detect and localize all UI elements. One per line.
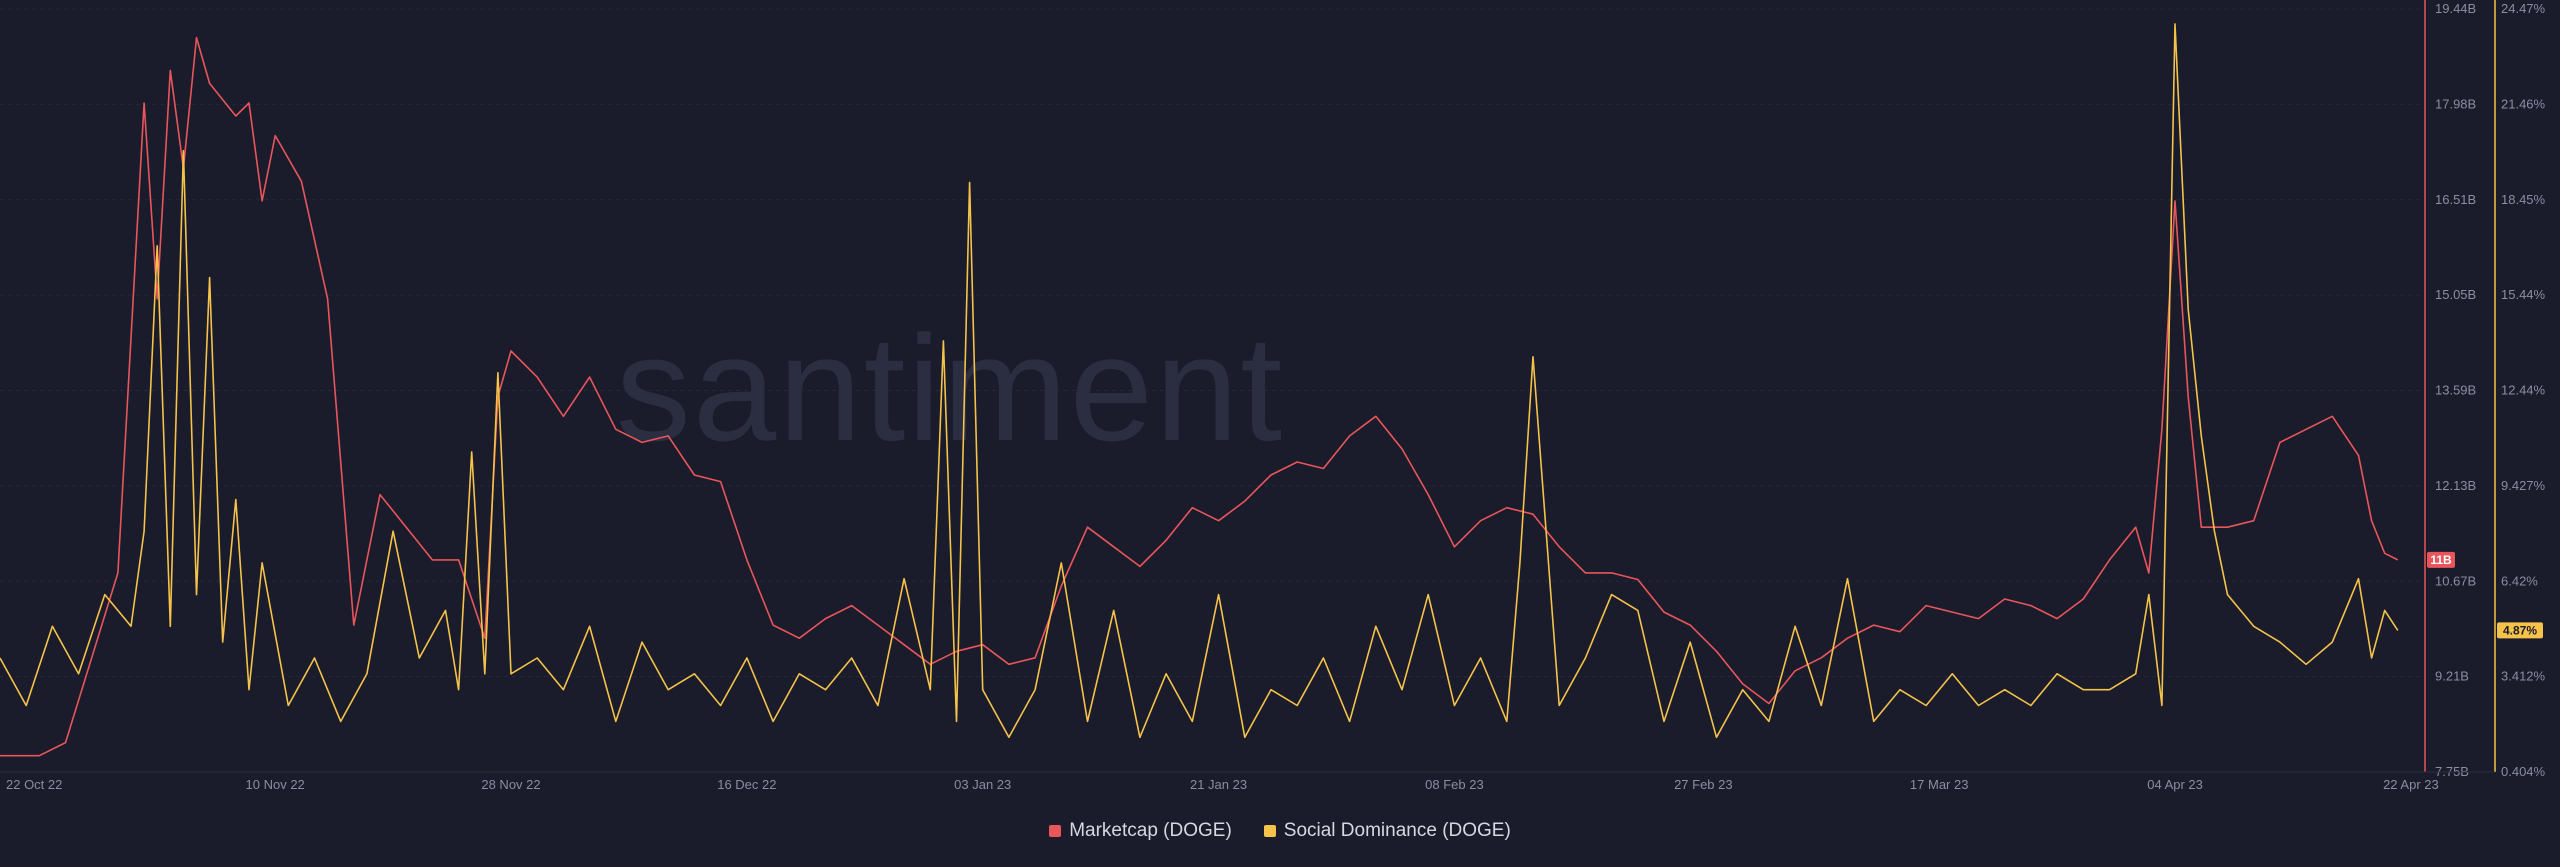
badge-label-social-dominance: 4.87%: [2503, 623, 2537, 637]
x-tick-label: 27 Feb 23: [1674, 777, 1733, 792]
x-tick-label: 03 Jan 23: [954, 777, 1011, 792]
x-tick-label: 08 Feb 23: [1425, 777, 1484, 792]
y-right-tick-label: 15.44%: [2501, 287, 2546, 302]
y-left-tick-label: 15.05B: [2435, 287, 2476, 302]
y-right-tick-label: 0.404%: [2501, 764, 2546, 779]
y-right-tick-label: 24.47%: [2501, 1, 2546, 16]
y-right-tick-label: 12.44%: [2501, 383, 2546, 398]
x-tick-label: 28 Nov 22: [481, 777, 540, 792]
y-right-tick-label: 6.42%: [2501, 573, 2538, 588]
badge-marketcap: [2427, 551, 2455, 568]
y-right-tick-label: 9.427%: [2501, 478, 2546, 493]
x-tick-label: 17 Mar 23: [1910, 777, 1969, 792]
legend-item-marketcap[interactable]: Marketcap (DOGE): [1049, 820, 1232, 842]
legend-swatch-social-dominance: [1263, 825, 1276, 837]
x-tick-label: 04 Apr 23: [2147, 777, 2203, 792]
chart-legend: Marketcap (DOGE) Social Dominance (DOGE): [0, 820, 2560, 842]
y-right-tick-label: 18.45%: [2501, 192, 2546, 207]
series-line-marketcap: [0, 36, 2399, 757]
x-tick-label: 22 Oct 22: [6, 777, 62, 792]
y-left-tick-label: 12.13B: [2435, 478, 2476, 493]
y-left-tick-label: 9.21B: [2435, 669, 2469, 684]
legend-label-marketcap: Marketcap (DOGE): [1069, 820, 1232, 841]
series-lines: [0, 23, 2399, 757]
series-line-social-dominance: [0, 23, 2399, 739]
last-value-badges: 11B 4.87%: [2427, 551, 2543, 639]
y-left-tick-label: 10.67B: [2435, 573, 2476, 588]
legend-item-social-dominance[interactable]: Social Dominance (DOGE): [1263, 820, 1511, 842]
badge-social-dominance: [2497, 622, 2543, 639]
legend-swatch-marketcap: [1049, 825, 1062, 837]
y-right-tick-label: 3.412%: [2501, 669, 2546, 684]
y-right-tick-label: 21.46%: [2501, 96, 2546, 111]
x-tick-label: 21 Jan 23: [1190, 777, 1247, 792]
x-tick-label: 22 Apr 23: [2383, 777, 2439, 792]
y-left-tick-label: 16.51B: [2435, 192, 2476, 207]
chart-canvas: santiment 19.44B 24.47% 17.98B 21.46% 16.51B…: [0, 0, 2546, 792]
santiment-watermark: santiment: [616, 304, 1284, 472]
x-tick-label: 16 Dec 22: [717, 777, 776, 792]
legend-label-social-dominance: Social Dominance (DOGE): [1283, 820, 1511, 841]
x-tick-label: 10 Nov 22: [246, 777, 305, 792]
y-left-tick-label: 17.98B: [2435, 96, 2476, 111]
y-left-tick-label: 19.44B: [2435, 1, 2476, 16]
y-left-tick-label: 13.59B: [2435, 383, 2476, 398]
axes: 19.44B 24.47% 17.98B 21.46% 16.51B 18.45% 15.0…: [0, 0, 2546, 792]
badge-label-marketcap: 11B: [2430, 553, 2452, 567]
